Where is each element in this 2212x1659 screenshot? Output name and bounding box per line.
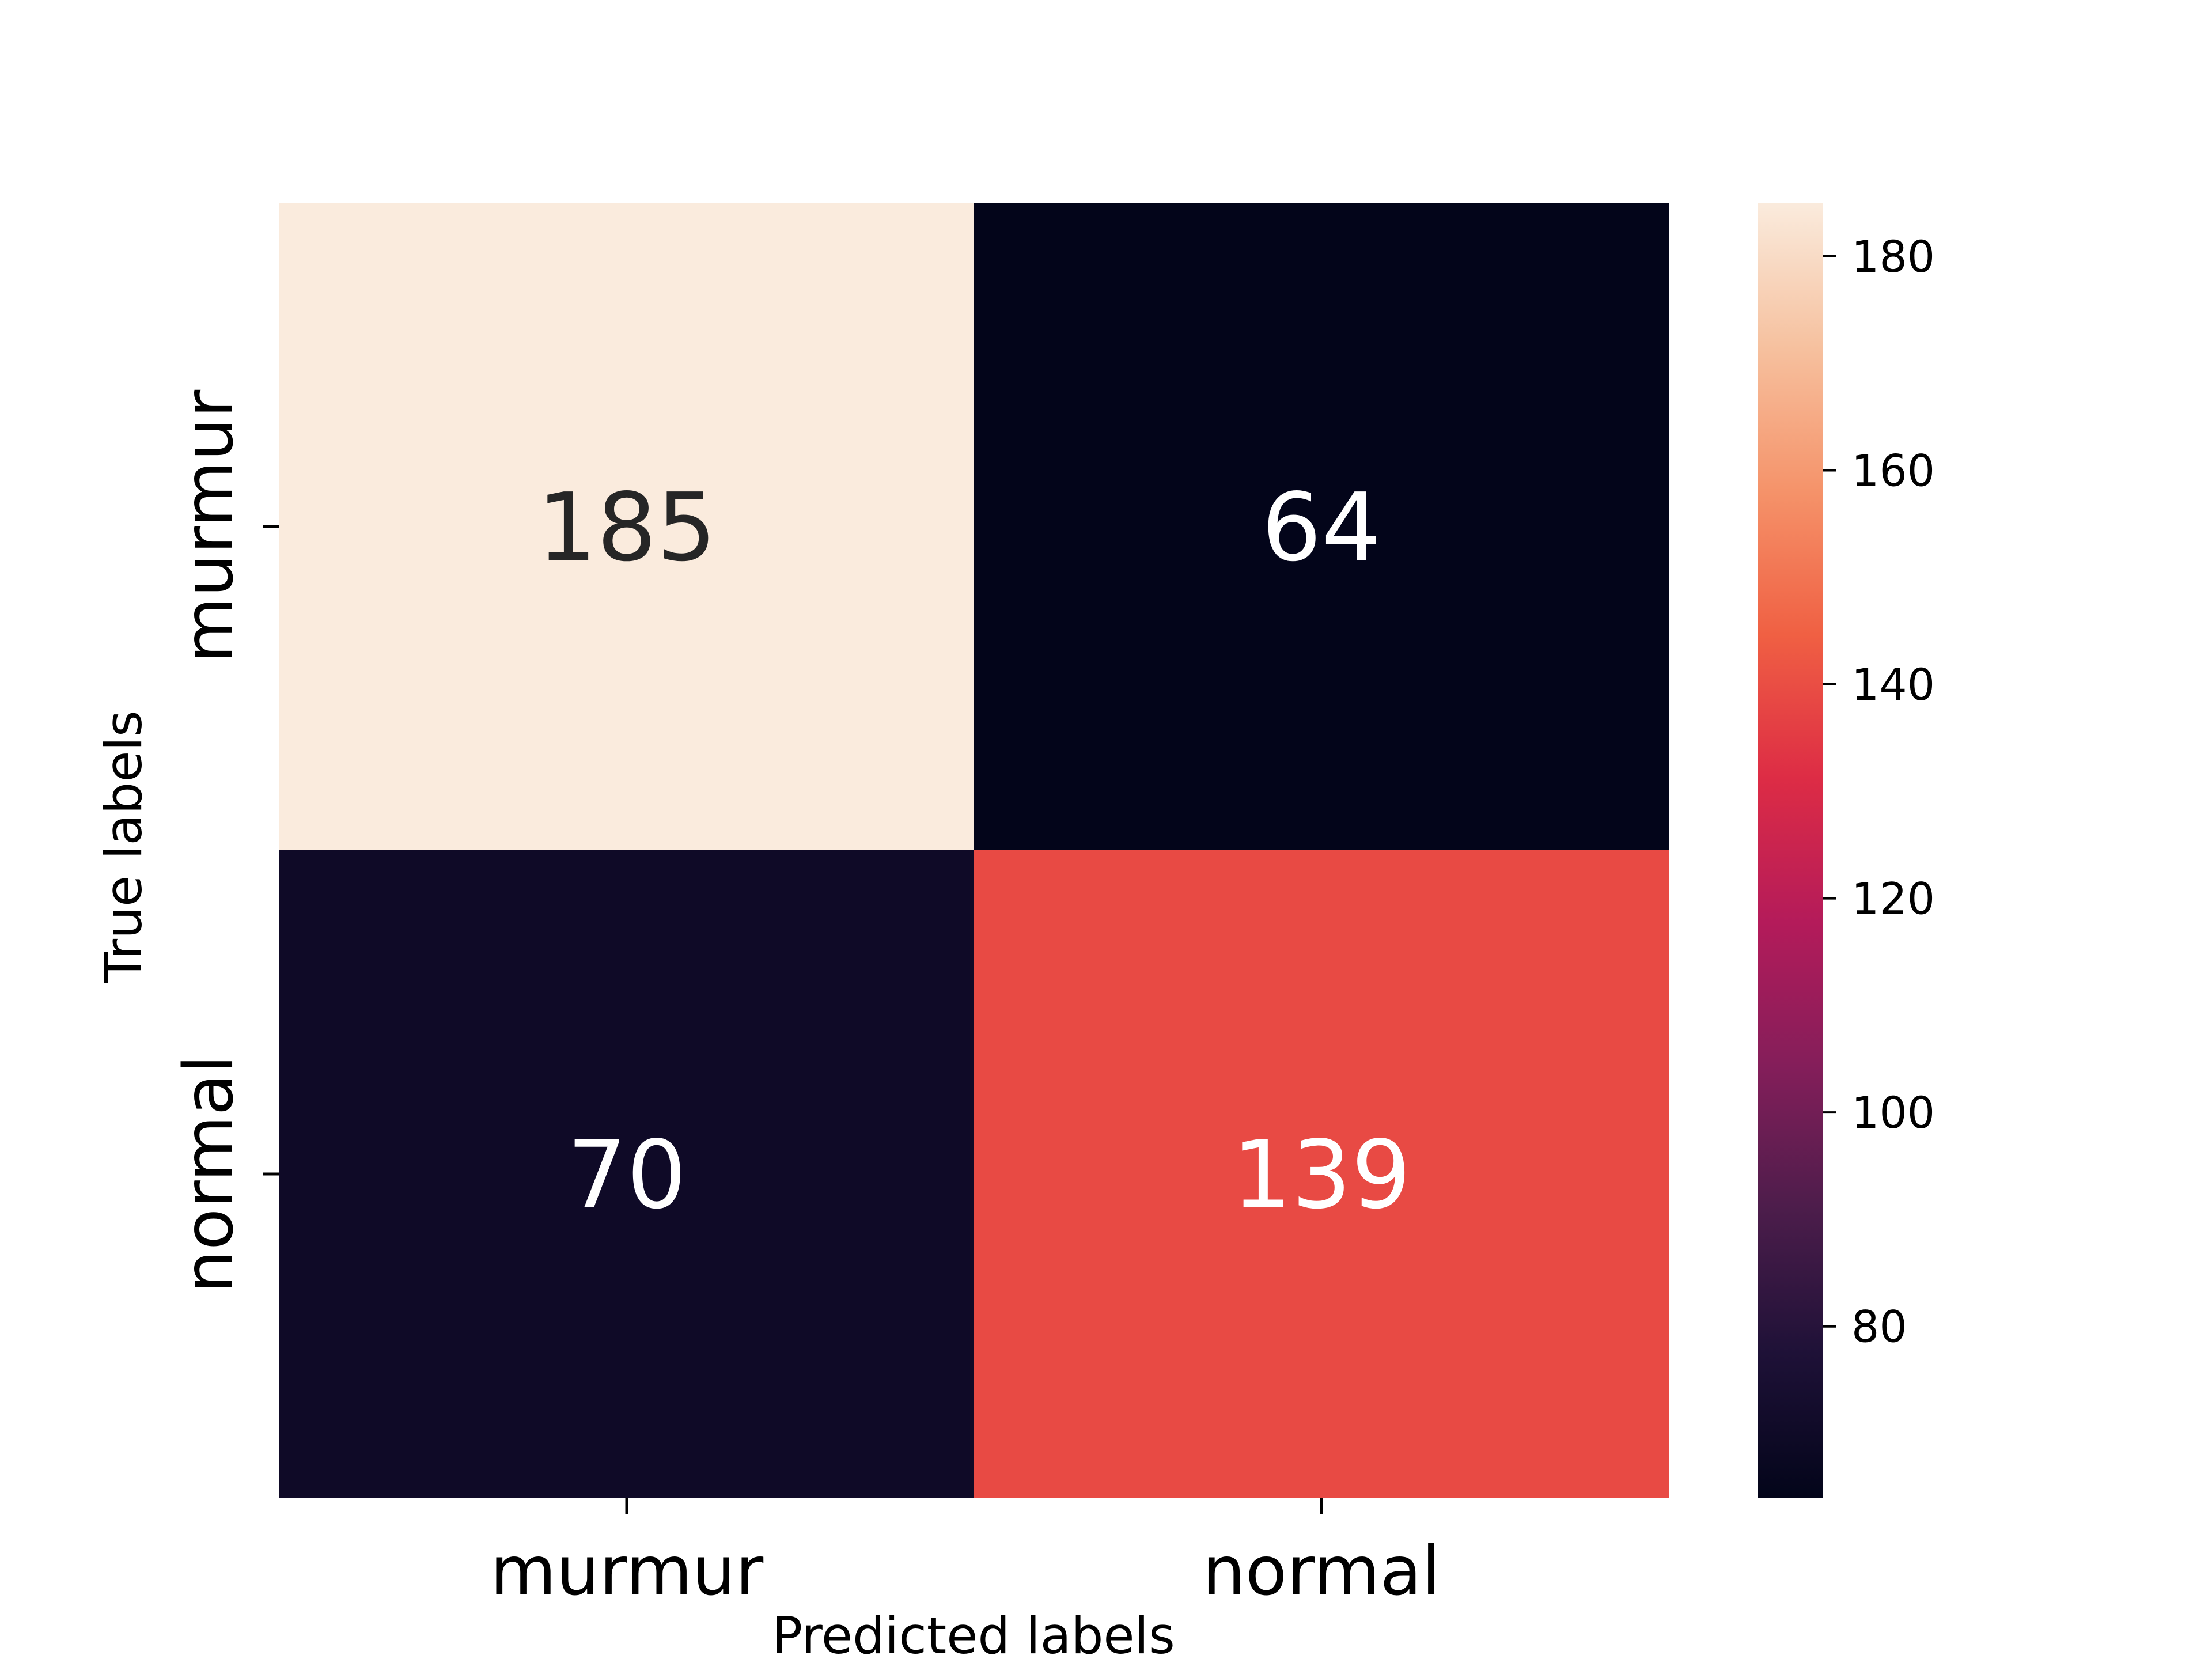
heatmap-cell-murmur-normal bbox=[974, 203, 1669, 851]
heatmap-cells bbox=[279, 203, 1669, 1498]
heatmap-cell-murmur-murmur bbox=[279, 203, 975, 851]
colorbar-tick-label: 120 bbox=[1851, 873, 1935, 925]
y-axis: murmur normal bbox=[169, 389, 279, 1293]
heatmap-cell-normal-murmur bbox=[279, 850, 975, 1498]
y-tick-label: murmur bbox=[169, 389, 248, 663]
heatmap-cell-normal-normal bbox=[974, 850, 1669, 1498]
colorbar-tick-label: 180 bbox=[1851, 231, 1935, 282]
x-axis-title: Predicted labels bbox=[772, 1606, 1175, 1659]
cell-value-label: 70 bbox=[567, 1121, 686, 1230]
colorbar-tick-label: 100 bbox=[1851, 1087, 1935, 1138]
y-axis-title: True labels bbox=[94, 710, 153, 984]
colorbar-tick-label: 160 bbox=[1851, 445, 1935, 496]
colorbar: 80 100 120 140 160 180 bbox=[1758, 203, 1935, 1498]
x-tick-label: murmur bbox=[490, 1531, 764, 1611]
cell-value-label: 64 bbox=[1262, 474, 1381, 582]
cell-value-label: 185 bbox=[537, 474, 716, 582]
x-tick-label: normal bbox=[1202, 1531, 1440, 1611]
colorbar-tick-label: 80 bbox=[1851, 1301, 1907, 1353]
y-tick-label: normal bbox=[169, 1055, 248, 1293]
x-axis: murmur normal bbox=[490, 1498, 1441, 1611]
heatmap-cell-values: 185 64 70 139 bbox=[537, 474, 1411, 1230]
cell-value-label: 139 bbox=[1232, 1121, 1411, 1230]
colorbar-tick-label: 140 bbox=[1851, 659, 1935, 710]
colorbar-gradient bbox=[1758, 203, 1823, 1498]
